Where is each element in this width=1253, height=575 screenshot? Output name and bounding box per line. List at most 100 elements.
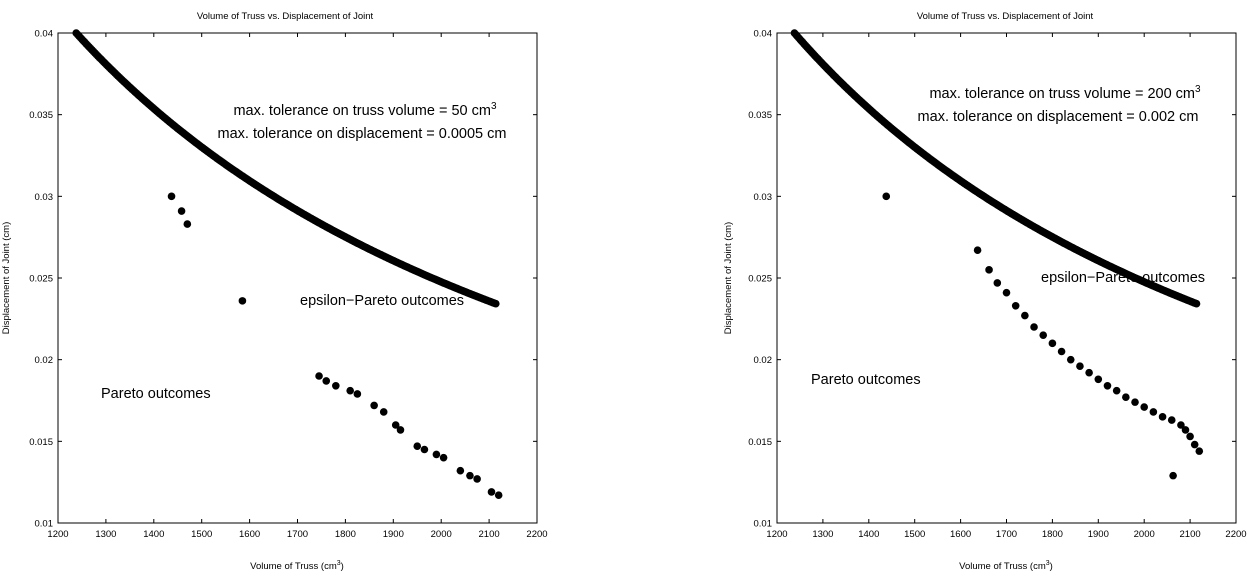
x-tick-label: 1400 [143, 529, 164, 540]
epsilon-point [346, 386, 354, 395]
x-tick-label: 1800 [335, 529, 356, 540]
epsilon-point [413, 442, 422, 451]
axis-ticks: 1200 1300 1400 1500 1600 1700 1800 1900 2000 2100… [29, 29, 547, 541]
epsilon-point [1085, 368, 1093, 377]
epsilon-point [1186, 432, 1194, 441]
epsilon-point [332, 382, 340, 390]
epsilon-point [1002, 288, 1011, 297]
x-tick-label: 1600 [950, 529, 971, 540]
epsilon-point [1048, 339, 1057, 348]
x-tick-label: 1200 [47, 529, 68, 540]
epsilon-point [315, 372, 323, 380]
x-tick-label: 1700 [287, 529, 308, 540]
y-tick-label: 0.025 [748, 274, 772, 285]
epsilon-point [1057, 347, 1066, 356]
epsilon-point [1131, 398, 1139, 406]
y-tick-label: 0.04 [35, 29, 54, 40]
pareto-point [492, 299, 500, 308]
x-tick-label: 2000 [431, 529, 452, 540]
y-tick-label: 0.04 [754, 29, 773, 40]
x-tick-label: 1700 [996, 529, 1017, 540]
x-tick-label: 1800 [1042, 529, 1063, 540]
epsilon-point [1066, 355, 1075, 364]
epsilon-point [1094, 375, 1103, 384]
y-tick-label: 0.01 [35, 519, 54, 530]
epsilon-pareto-label: epsilon−Pareto outcomes [1041, 270, 1205, 286]
epsilon-point [1122, 393, 1130, 402]
epsilon-point [1076, 362, 1084, 371]
x-tick-label: 2200 [1225, 529, 1246, 540]
pareto-outcomes-label: Pareto outcomes [101, 386, 211, 402]
epsilon-point [494, 491, 503, 500]
epsilon-point [183, 220, 192, 228]
pareto-outcomes-label: Pareto outcomes [811, 372, 921, 388]
x-tick-label: 1500 [904, 529, 925, 540]
epsilon-point [1039, 331, 1048, 339]
epsilon-point [993, 279, 1002, 287]
y-axis-label: Displacement of Joint (cm) [1, 222, 12, 334]
x-axis-label: Volume of Truss (cm3) [959, 560, 1053, 572]
x-tick-label: 2200 [526, 529, 547, 540]
x-axis-label: Volume of Truss (cm3) [250, 560, 344, 572]
x-tick-label: 1900 [1088, 529, 1109, 540]
epsilon-point [1195, 447, 1204, 455]
chart-title: Volume of Truss vs. Displacement of Join… [917, 11, 1094, 22]
epsilon-points [882, 192, 1204, 480]
pareto-front [72, 29, 500, 308]
x-tick-label: 1600 [239, 529, 260, 540]
epsilon-point [1112, 386, 1121, 395]
epsilon-point [391, 421, 400, 429]
epsilon-point [1021, 311, 1029, 320]
x-tick-label: 1300 [812, 529, 833, 540]
y-tick-label: 0.035 [29, 110, 53, 121]
x-tick-label: 2000 [1134, 529, 1155, 540]
x-tick-label: 2100 [479, 529, 500, 540]
y-tick-label: 0.015 [748, 437, 772, 448]
epsilon-point [1177, 421, 1185, 429]
epsilon-pareto-label: epsilon−Pareto outcomes [300, 293, 464, 309]
x-tick-label: 2100 [1180, 529, 1201, 540]
epsilon-point [473, 475, 481, 483]
epsilon-point [420, 445, 429, 454]
epsilon-point [370, 401, 378, 410]
y-axis-label: Displacement of Joint (cm) [723, 222, 734, 334]
y-tick-label: 0.015 [29, 437, 53, 448]
epsilon-point [379, 408, 388, 416]
y-tick-label: 0.025 [29, 274, 53, 285]
epsilon-point [177, 207, 186, 215]
epsilon-point [487, 488, 496, 496]
y-tick-label: 0.03 [754, 192, 773, 203]
pareto-point [1192, 299, 1201, 308]
epsilon-point [322, 377, 331, 385]
epsilon-point [439, 453, 448, 462]
epsilon-point [973, 246, 982, 255]
epsilon-point [1149, 408, 1158, 416]
y-tick-label: 0.01 [754, 519, 773, 530]
pareto-front [790, 29, 1201, 308]
y-tick-label: 0.02 [35, 355, 54, 366]
epsilon-points [167, 192, 503, 500]
epsilon-point [985, 266, 993, 274]
tolerance-volume-annotation: max. tolerance on truss volume = 200 cm3 [929, 84, 1201, 102]
epsilon-point [882, 192, 891, 201]
epsilon-point [1140, 403, 1148, 411]
chart-right: Volume of Truss vs. Displacement of Join… [723, 11, 1247, 572]
y-tick-label: 0.02 [754, 355, 773, 366]
epsilon-point [396, 426, 405, 434]
x-tick-label: 1500 [191, 529, 212, 540]
chart-left: Volume of Truss vs. Displacement of Join… [1, 11, 548, 572]
epsilon-point [466, 471, 474, 480]
x-tick-label: 1300 [95, 529, 116, 540]
tolerance-displacement-annotation: max. tolerance on displacement = 0.002 c… [918, 109, 1199, 125]
epsilon-point [1169, 471, 1177, 480]
epsilon-point [1167, 416, 1176, 424]
y-tick-label: 0.03 [35, 192, 54, 203]
x-tick-label: 1200 [766, 529, 787, 540]
tolerance-volume-annotation: max. tolerance on truss volume = 50 cm3 [233, 101, 497, 119]
epsilon-point [1103, 382, 1112, 390]
axis-ticks: 1200 1300 1400 1500 1600 1700 1800 1900 2000 2100… [748, 29, 1246, 541]
epsilon-point [1030, 323, 1038, 331]
epsilon-point [1181, 426, 1190, 434]
epsilon-point [1158, 413, 1167, 421]
